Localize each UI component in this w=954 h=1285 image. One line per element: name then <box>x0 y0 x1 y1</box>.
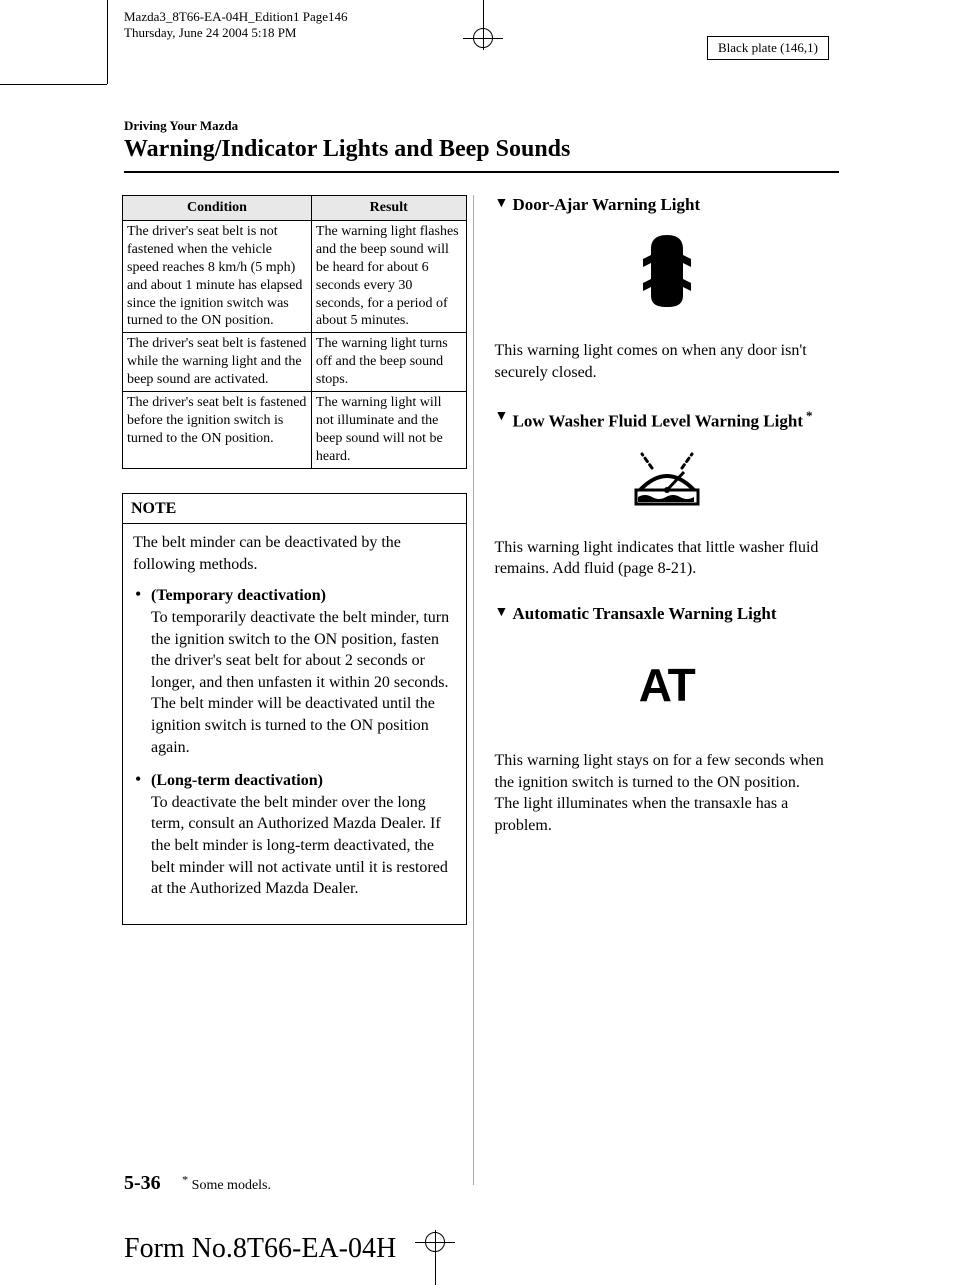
page-footer: 5-36 * Some models. <box>124 1172 271 1195</box>
right-column: Door-Ajar Warning Light This warning lig… <box>495 195 840 925</box>
footnote-star: * <box>806 408 813 423</box>
note-item-text: To temporarily deactivate the belt minde… <box>151 609 449 756</box>
section-header: Driving Your Mazda Warning/Indicator Lig… <box>124 118 839 173</box>
condition-result-table: Condition Result The driver's seat belt … <box>122 195 467 469</box>
note-title: NOTE <box>123 494 466 525</box>
table-cell: The warning light will not illuminate an… <box>311 392 466 469</box>
at-desc-1: This warning light stays on for a few se… <box>495 752 824 791</box>
subheading-text: Low Washer Fluid Level Warning Light <box>513 411 803 430</box>
subheading-door-ajar: Door-Ajar Warning Light <box>495 195 840 215</box>
section-title: Warning/Indicator Lights and Beep Sounds <box>124 136 839 163</box>
table-cell: The warning light flashes and the beep s… <box>311 220 466 332</box>
left-column: Condition Result The driver's seat belt … <box>122 195 467 925</box>
note-item: (Temporary deactivation) To temporarily … <box>133 585 456 758</box>
crop-mark-bottom <box>415 1230 455 1285</box>
crop-mark-top <box>463 0 503 50</box>
section-pretitle: Driving Your Mazda <box>124 118 839 134</box>
table-row: The driver's seat belt is not fastened w… <box>123 220 467 332</box>
note-intro: The belt minder can be deactivated by th… <box>133 532 456 575</box>
section-rule <box>124 171 839 173</box>
note-body: The belt minder can be deactivated by th… <box>123 524 466 924</box>
note-item: (Long-term deactivation) To deactivate t… <box>133 770 456 900</box>
file-meta: Mazda3_8T66-EA-04H_Edition1 Page146 Thur… <box>124 9 347 42</box>
file-meta-line2: Thursday, June 24 2004 5:18 PM <box>124 25 347 41</box>
note-item-lead: (Long-term deactivation) <box>151 772 323 789</box>
page-number: 5-36 <box>124 1172 161 1194</box>
table-row: The driver's seat belt is fastened befor… <box>123 392 467 469</box>
note-item-lead: (Temporary deactivation) <box>151 587 326 604</box>
crop-mark-left-h <box>0 84 107 85</box>
table-row: The driver's seat belt is fastened while… <box>123 333 467 392</box>
door-ajar-icon <box>495 233 840 314</box>
at-warning-desc: This warning light stays on for a few se… <box>495 750 840 836</box>
low-washer-icon <box>495 450 840 511</box>
table-header-condition: Condition <box>123 196 312 221</box>
file-meta-line1: Mazda3_8T66-EA-04H_Edition1 Page146 <box>124 9 347 25</box>
subheading-text: Automatic Transaxle Warning Light <box>513 604 777 623</box>
door-ajar-desc: This warning light comes on when any doo… <box>495 340 840 383</box>
form-number: Form No.8T66-EA-04H <box>124 1233 396 1265</box>
subheading-low-washer: Low Washer Fluid Level Warning Light* <box>495 408 840 432</box>
black-plate-label: Black plate (146,1) <box>707 36 829 60</box>
crop-mark-left-v <box>107 0 108 84</box>
at-warning-icon: AT <box>495 658 840 712</box>
subheading-text: Door-Ajar Warning Light <box>513 195 701 214</box>
low-washer-desc: This warning light indicates that little… <box>495 537 840 580</box>
note-box: NOTE The belt minder can be deactivated … <box>122 493 467 925</box>
content-columns: Condition Result The driver's seat belt … <box>122 195 839 925</box>
note-item-text: To deactivate the belt minder over the l… <box>151 794 448 897</box>
footnote-text: Some models. <box>192 1178 271 1193</box>
table-header-result: Result <box>311 196 466 221</box>
table-cell: The warning light turns off and the beep… <box>311 333 466 392</box>
at-icon-text: AT <box>639 659 695 711</box>
table-cell: The driver's seat belt is fastened while… <box>123 333 312 392</box>
at-desc-2: The light illuminates when the transaxle… <box>495 795 789 834</box>
subheading-at-warning: Automatic Transaxle Warning Light <box>495 604 840 624</box>
footnote-star: * <box>182 1172 188 1186</box>
table-cell: The driver's seat belt is fastened befor… <box>123 392 312 469</box>
table-cell: The driver's seat belt is not fastened w… <box>123 220 312 332</box>
